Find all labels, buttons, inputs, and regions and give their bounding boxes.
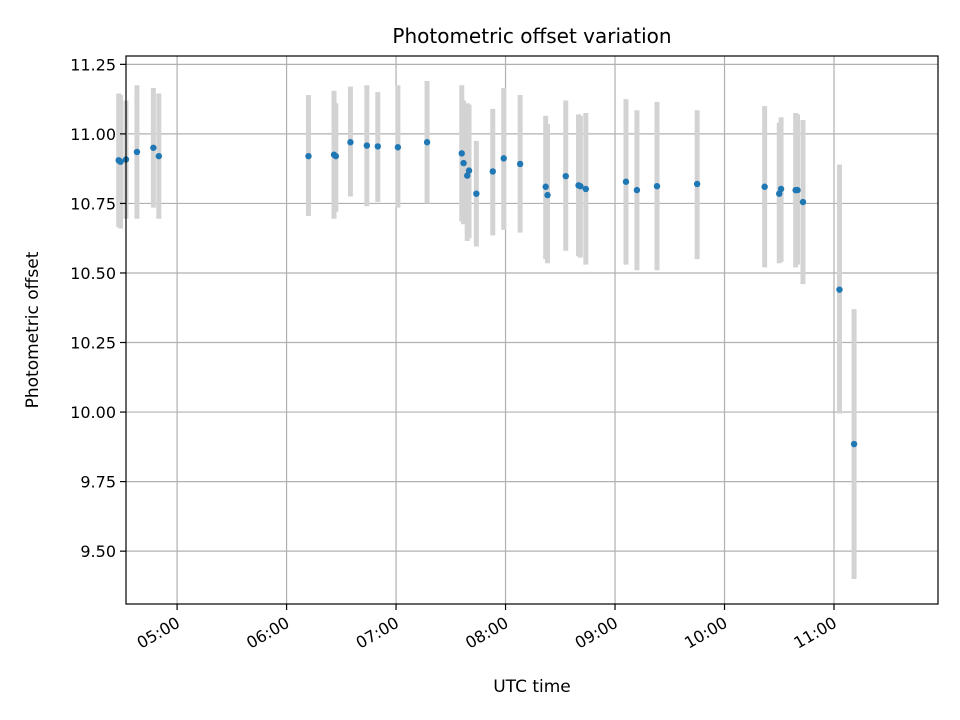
- data-point: [761, 183, 768, 190]
- y-tick-label: 10.75: [70, 194, 116, 213]
- y-tick-label: 10.00: [70, 403, 116, 422]
- data-point: [150, 144, 157, 151]
- data-point: [332, 152, 340, 160]
- y-tick-label: 11.25: [70, 55, 116, 74]
- y-tick-label: 11.00: [70, 125, 116, 144]
- data-point: [542, 183, 549, 190]
- data-point: [394, 144, 402, 151]
- data-point: [465, 167, 473, 174]
- data-point: [577, 182, 584, 190]
- data-point: [347, 139, 354, 146]
- data-points: [115, 139, 858, 448]
- data-point: [850, 440, 858, 448]
- data-point: [622, 178, 630, 185]
- data-point: [562, 172, 569, 180]
- data-point: [653, 182, 661, 190]
- y-tick-label: 10.50: [70, 264, 116, 283]
- data-point: [500, 155, 507, 162]
- data-point: [544, 191, 551, 199]
- data-point: [633, 186, 641, 194]
- data-point: [489, 168, 496, 175]
- data-point: [693, 180, 701, 188]
- data-point: [133, 148, 141, 156]
- data-point: [473, 190, 480, 197]
- data-point: [305, 152, 312, 160]
- data-point: [516, 160, 524, 168]
- data-point: [117, 158, 124, 165]
- data-point: [374, 143, 382, 150]
- data-point: [460, 159, 467, 167]
- plot-frame: [125, 55, 939, 605]
- data-point: [582, 185, 590, 193]
- data-point: [423, 139, 431, 146]
- y-tick-label: 9.75: [80, 473, 116, 492]
- data-point: [799, 198, 807, 206]
- data-point: [458, 150, 465, 157]
- data-point: [363, 142, 371, 149]
- data-point: [836, 286, 843, 293]
- data-point: [464, 172, 471, 179]
- x-axis-label: UTC time: [493, 677, 571, 697]
- y-tick-label: 10.25: [70, 334, 116, 353]
- data-point: [794, 186, 801, 194]
- y-tick-label: 9.50: [80, 542, 116, 561]
- chart-title: Photometric offset variation: [392, 24, 671, 48]
- data-point: [777, 185, 785, 193]
- data-point: [155, 152, 163, 160]
- y-axis: 9.50 9.75 10.00 10.25 10.50 10.75 11.00 11.25: [70, 55, 126, 561]
- y-axis-label: Photometric offset: [23, 251, 43, 408]
